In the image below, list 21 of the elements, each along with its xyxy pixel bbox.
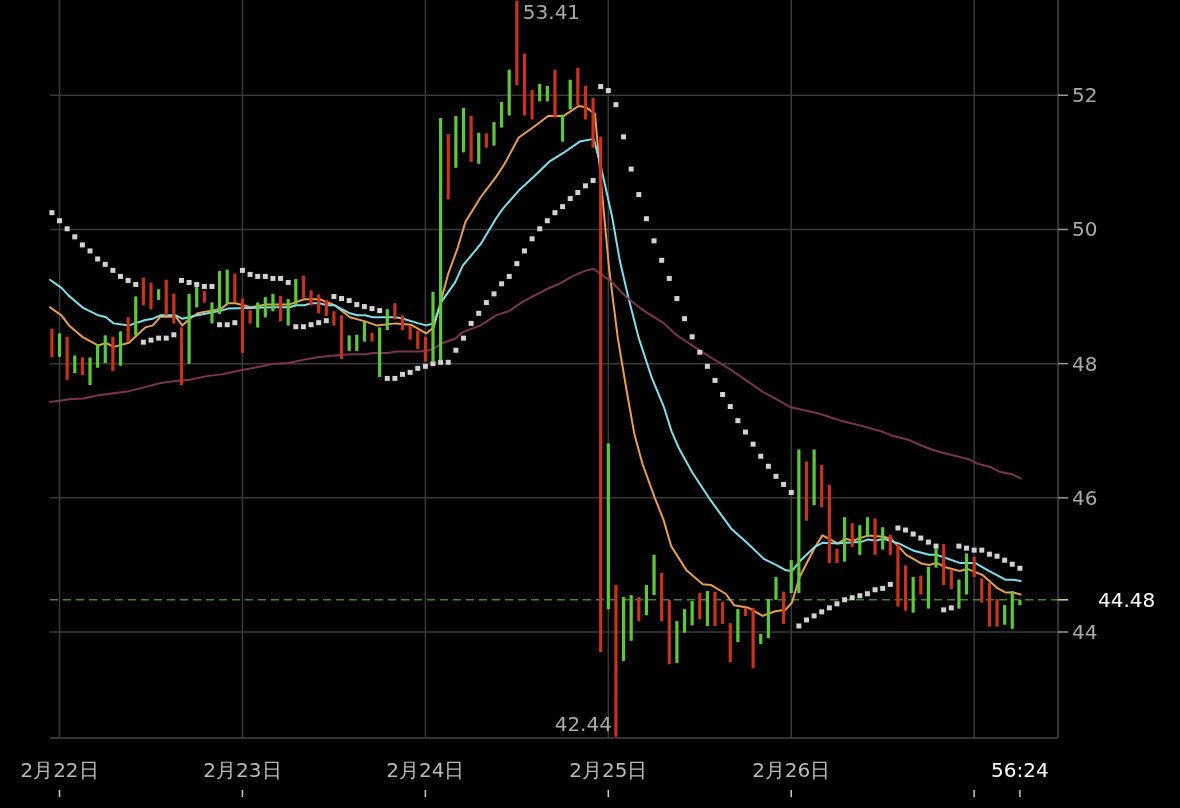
candlestick <box>865 516 870 538</box>
candlestick <box>96 343 100 369</box>
annotation: 42.44 <box>554 711 612 736</box>
annotation: 53.41 <box>522 0 581 24</box>
ref-line-label: 44.48 <box>1098 587 1156 612</box>
x-tick-label: 2月25日 <box>569 758 648 782</box>
x-tick-label: 2月23日 <box>203 758 282 782</box>
y-tick-label: 46 <box>1072 485 1098 510</box>
candlestick <box>57 332 62 358</box>
y-tick-label: 44 <box>1072 620 1098 644</box>
x-tick-label: 2月26日 <box>752 758 831 782</box>
y-tick-label: 50 <box>1072 217 1098 242</box>
candlestick <box>850 522 854 548</box>
candlestick <box>492 121 496 147</box>
annotation: 56:24 <box>991 758 1049 782</box>
candlestick <box>682 608 687 634</box>
candlestick <box>1003 604 1007 626</box>
x-tick-label: 2月24日 <box>386 758 465 782</box>
x-tick-label: 2月22日 <box>20 758 99 782</box>
y-tick-label: 48 <box>1072 351 1098 376</box>
y-tick-label: 52 <box>1072 83 1098 108</box>
